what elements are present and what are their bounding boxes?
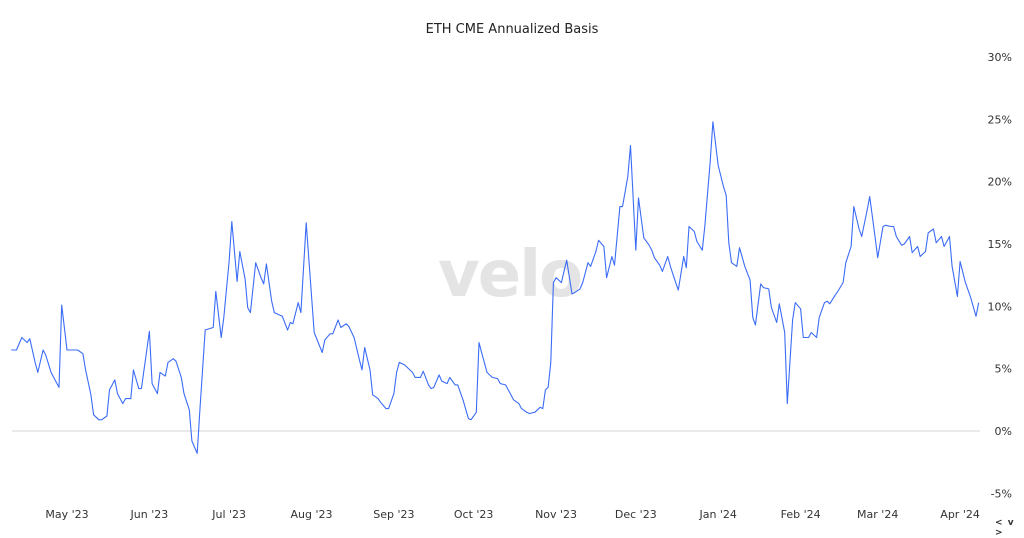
x-tick-label: Oct '23 xyxy=(454,508,494,521)
y-tick-label: 30% xyxy=(988,51,1012,64)
y-tick-label: 10% xyxy=(988,300,1012,313)
y-axis: 30% 25% 20% 15% 10% 5% 0% -5% xyxy=(988,51,1012,500)
y-tick-label: -5% xyxy=(991,487,1012,500)
basis-series-line xyxy=(11,121,980,454)
x-tick-label: Jan '24 xyxy=(698,508,736,521)
series-points xyxy=(11,121,980,454)
x-tick-label: Apr '24 xyxy=(940,508,980,521)
y-tick-label: 5% xyxy=(995,363,1012,376)
velo-watermark-logo: velo xyxy=(438,238,583,312)
y-tick-label: 25% xyxy=(988,113,1012,126)
y-tick-label: 0% xyxy=(995,425,1012,438)
x-tick-label: Sep '23 xyxy=(373,508,414,521)
x-tick-label: Feb '24 xyxy=(781,508,821,521)
x-tick-label: May '23 xyxy=(45,508,88,521)
x-tick-label: Aug '23 xyxy=(291,508,333,521)
y-tick-label: 20% xyxy=(988,176,1012,189)
x-tick-label: Jul '23 xyxy=(211,508,246,521)
nav-down-button[interactable]: v xyxy=(1007,518,1015,528)
x-tick-label: Dec '23 xyxy=(615,508,657,521)
x-tick-label: Mar '24 xyxy=(857,508,898,521)
x-tick-label: Jun '23 xyxy=(130,508,169,521)
x-axis: May '23 Jun '23 Jul '23 Aug '23 Sep '23 Oct '… xyxy=(45,508,980,521)
chart-title: ETH CME Annualized Basis xyxy=(425,22,599,37)
x-tick-label: Nov '23 xyxy=(535,508,577,521)
nav-prev-button[interactable]: < xyxy=(995,518,1004,528)
chart-navigation: < v > xyxy=(995,518,1024,538)
nav-next-button[interactable]: > xyxy=(995,528,1004,538)
y-tick-label: 15% xyxy=(988,238,1012,251)
